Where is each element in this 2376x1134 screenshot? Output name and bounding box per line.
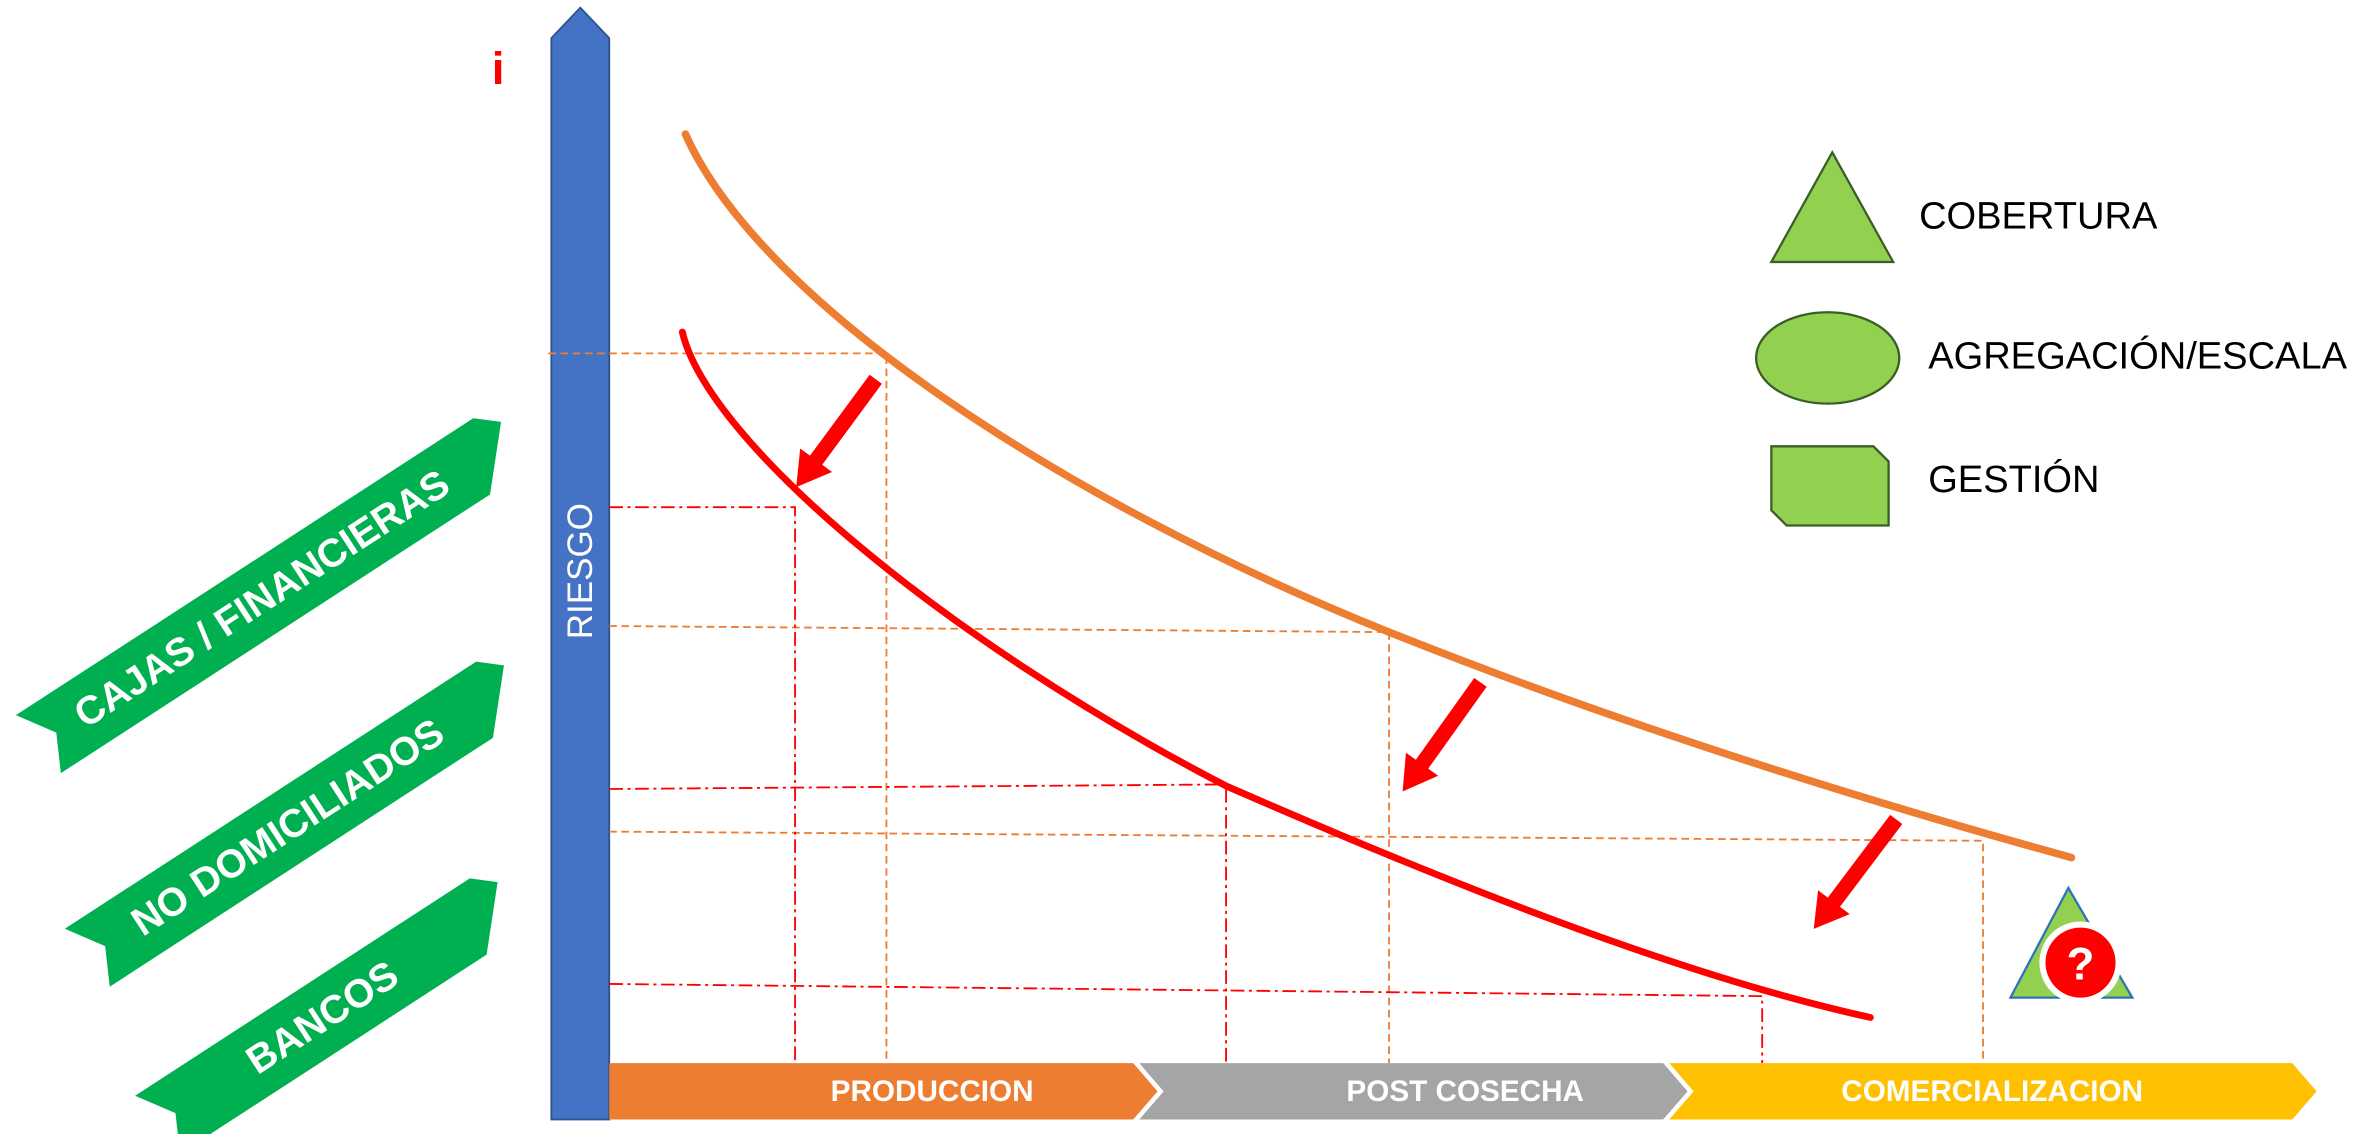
stage-label: COMERCIALIZACION (1841, 1075, 2143, 1108)
stage-commercialization: COMERCIALIZACION (1669, 1063, 2317, 1120)
legend-label: GESTIÓN (1928, 458, 2099, 501)
stage-chevron (609, 1063, 1158, 1120)
guide-line-lower-commercialization (609, 983, 1764, 1064)
triangle-icon (1769, 149, 1896, 264)
arrow-down-left-icon (796, 374, 882, 488)
arrow-down-left-icon (1402, 677, 1487, 792)
legend-label: AGREGACIÓN/ESCALA (1928, 334, 2347, 377)
guide-line-upper-commercialization (609, 830, 1984, 1064)
banner-shape (135, 878, 498, 1134)
stage-chevron (1139, 1063, 1688, 1120)
risk-curve-upper (681, 130, 2076, 862)
risk-axis-label: RIESGO (561, 503, 600, 639)
reduction-arrow-production (796, 374, 882, 488)
stage-chevron (1669, 1063, 2317, 1120)
legend-item-gestion: GESTIÓN (1770, 445, 2100, 527)
stage-label: POST COSECHA (1346, 1075, 1584, 1108)
interest-symbol: i (492, 43, 505, 94)
stage-post-harvest: POST COSECHA (1139, 1063, 1688, 1120)
guide-line-lower-post-harvest (609, 783, 1227, 1064)
stage-production: PRODUCCION (609, 1063, 1158, 1120)
guide-line-lower-production (609, 506, 796, 1064)
reduction-arrow-commercialization (1813, 814, 1903, 929)
guide-line-upper-production (548, 352, 888, 1064)
risk-curve-lower (678, 328, 1874, 1021)
banner-shape (15, 418, 502, 774)
arrow-down-left-icon (1813, 814, 1903, 929)
legend-item-cobertura: COBERTURA (1769, 149, 2158, 264)
banner-shape (64, 661, 504, 987)
snip-rectangle-icon (1770, 445, 1890, 527)
legend-label: COBERTURA (1919, 195, 2158, 237)
stage-label: PRODUCCION (831, 1075, 1034, 1108)
legend-item-agregacion-escala: AGREGACIÓN/ESCALA (1754, 311, 2348, 405)
reduction-arrow-post-harvest (1402, 677, 1487, 792)
question-badge: ? (2008, 885, 2135, 1004)
legend: COBERTURA AGREGACIÓN/ESCALA GESTIÓN (1754, 149, 2348, 527)
risk-axis-arrow (550, 6, 611, 1121)
ellipse-icon (1754, 311, 1901, 405)
question-icon (2045, 927, 2116, 998)
question-glyph: ? (2067, 939, 2095, 990)
